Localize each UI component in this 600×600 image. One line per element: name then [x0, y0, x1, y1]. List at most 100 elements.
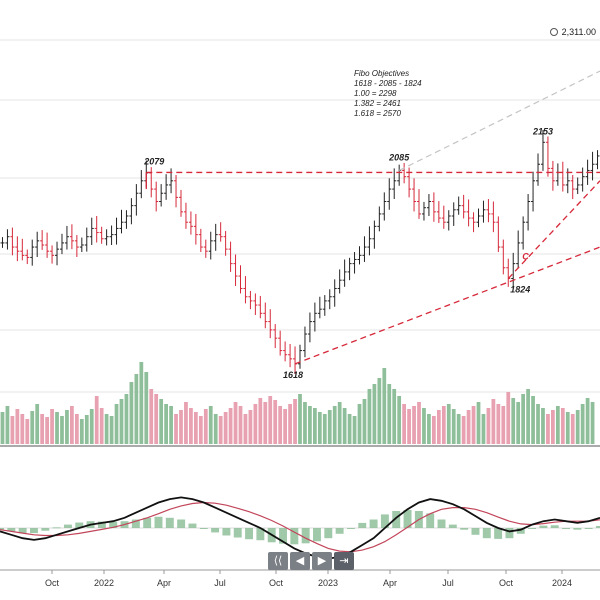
jump-to-end-button[interactable]: ⇥	[334, 552, 354, 570]
macd-histogram-bar	[505, 528, 514, 539]
price-bar	[431, 192, 436, 222]
macd-histogram-bar	[516, 528, 525, 534]
price-bar	[273, 324, 278, 349]
volume-bar	[551, 410, 555, 444]
volume-bar	[511, 398, 516, 444]
macd-histogram-bar	[482, 528, 491, 539]
rewind-button[interactable]: ⟨⟨	[268, 552, 288, 570]
price-bar	[174, 175, 179, 208]
step-back-button[interactable]: ◀	[290, 552, 310, 570]
volume-bar	[471, 406, 476, 444]
volume-bar	[516, 402, 521, 444]
macd-histogram-bar	[471, 528, 480, 535]
price-bar	[114, 217, 119, 245]
volume-bar	[248, 410, 253, 444]
macd-histogram-bar	[222, 528, 231, 536]
volume-bar	[144, 372, 149, 444]
price-bar	[387, 178, 392, 210]
support-line-1824	[507, 180, 600, 279]
price-bar	[268, 309, 273, 339]
volume-bar	[184, 402, 188, 444]
price-bar	[491, 201, 496, 233]
macd-histogram-bar	[448, 524, 457, 528]
fibo-objectives-line: Fibo Objectives	[354, 69, 409, 78]
price-bar	[397, 164, 402, 186]
price-bar	[5, 229, 10, 250]
price-bar	[213, 223, 218, 251]
price-bar	[183, 202, 188, 229]
macd-histogram-bar	[528, 528, 537, 529]
label-1824: 1824	[510, 285, 530, 295]
macd-histogram-bar	[346, 528, 355, 529]
price-bar	[421, 201, 426, 221]
volume-bar	[10, 416, 15, 444]
volume-bar	[179, 410, 183, 444]
price-bar	[392, 168, 397, 200]
volume-bar	[268, 396, 273, 444]
macd-histogram-bar	[109, 521, 118, 528]
price-bar	[531, 171, 536, 212]
volume-bar	[446, 404, 451, 444]
volume-bar	[521, 394, 526, 444]
projection-line	[398, 70, 600, 171]
price-bar	[302, 326, 307, 358]
volume-bar	[570, 414, 575, 444]
macd-histogram-bar	[426, 513, 435, 528]
price-bar	[198, 228, 203, 253]
price-bar	[278, 330, 283, 356]
volume-bar	[164, 404, 168, 444]
price-bar	[154, 181, 159, 212]
price-bars	[0, 129, 600, 374]
volume-bar	[25, 419, 30, 444]
x-axis: Oct 2022 Apr Jul Oct 2023 Apr Jul Oct 2024	[45, 570, 572, 588]
price-bar	[402, 162, 407, 184]
volume-bar	[352, 416, 357, 444]
volume-bar	[119, 399, 124, 444]
fibo-objectives-line: 1.00 = 2298	[354, 89, 397, 98]
price-bar	[322, 295, 327, 316]
volume-bar	[362, 399, 367, 444]
price-bar	[149, 167, 154, 198]
volume-bar	[89, 409, 94, 444]
volume-bar	[288, 404, 292, 444]
price-bar	[307, 312, 312, 343]
price-bar	[223, 230, 228, 256]
price-bar	[45, 232, 50, 258]
volume-bar	[208, 406, 213, 444]
annotations: 2079 1618 2085 1824 2153 C Fibo Objectives1618…	[143, 69, 553, 380]
price-bar	[15, 236, 20, 262]
price-bar	[188, 211, 193, 235]
volume-bar	[496, 404, 501, 444]
volume-bar	[114, 404, 119, 444]
volume-bar	[441, 406, 446, 444]
price-bar	[526, 194, 531, 231]
x-tick-label: Jul	[442, 578, 454, 588]
volume-bar	[134, 374, 139, 444]
price-bar	[446, 210, 451, 231]
volume-bar	[5, 406, 10, 444]
price-bar	[228, 241, 233, 272]
volume-bar	[238, 406, 243, 444]
volume-bar	[506, 392, 511, 444]
volume-bar	[55, 412, 59, 444]
volume-bar	[79, 419, 84, 444]
macd-histogram-bar	[437, 519, 446, 528]
price-bar	[536, 153, 541, 186]
price-bar	[521, 216, 526, 250]
price-bar	[178, 189, 183, 217]
macd-histogram-bar	[154, 516, 163, 528]
price-bar	[40, 230, 45, 250]
volume-bar	[15, 409, 20, 444]
volume-bar	[327, 410, 332, 444]
macd-histogram	[0, 509, 600, 545]
price-bar	[243, 276, 248, 304]
volume-bar	[392, 389, 397, 444]
macd-histogram-bar	[584, 528, 593, 529]
volume-bar	[580, 404, 585, 444]
volume-bar	[174, 414, 178, 444]
macd-histogram-bar	[41, 528, 50, 531]
x-tick-label: 2024	[552, 578, 572, 588]
price-bar	[0, 237, 5, 248]
volume-bar	[417, 402, 421, 444]
step-forward-button[interactable]: ▶	[312, 552, 332, 570]
